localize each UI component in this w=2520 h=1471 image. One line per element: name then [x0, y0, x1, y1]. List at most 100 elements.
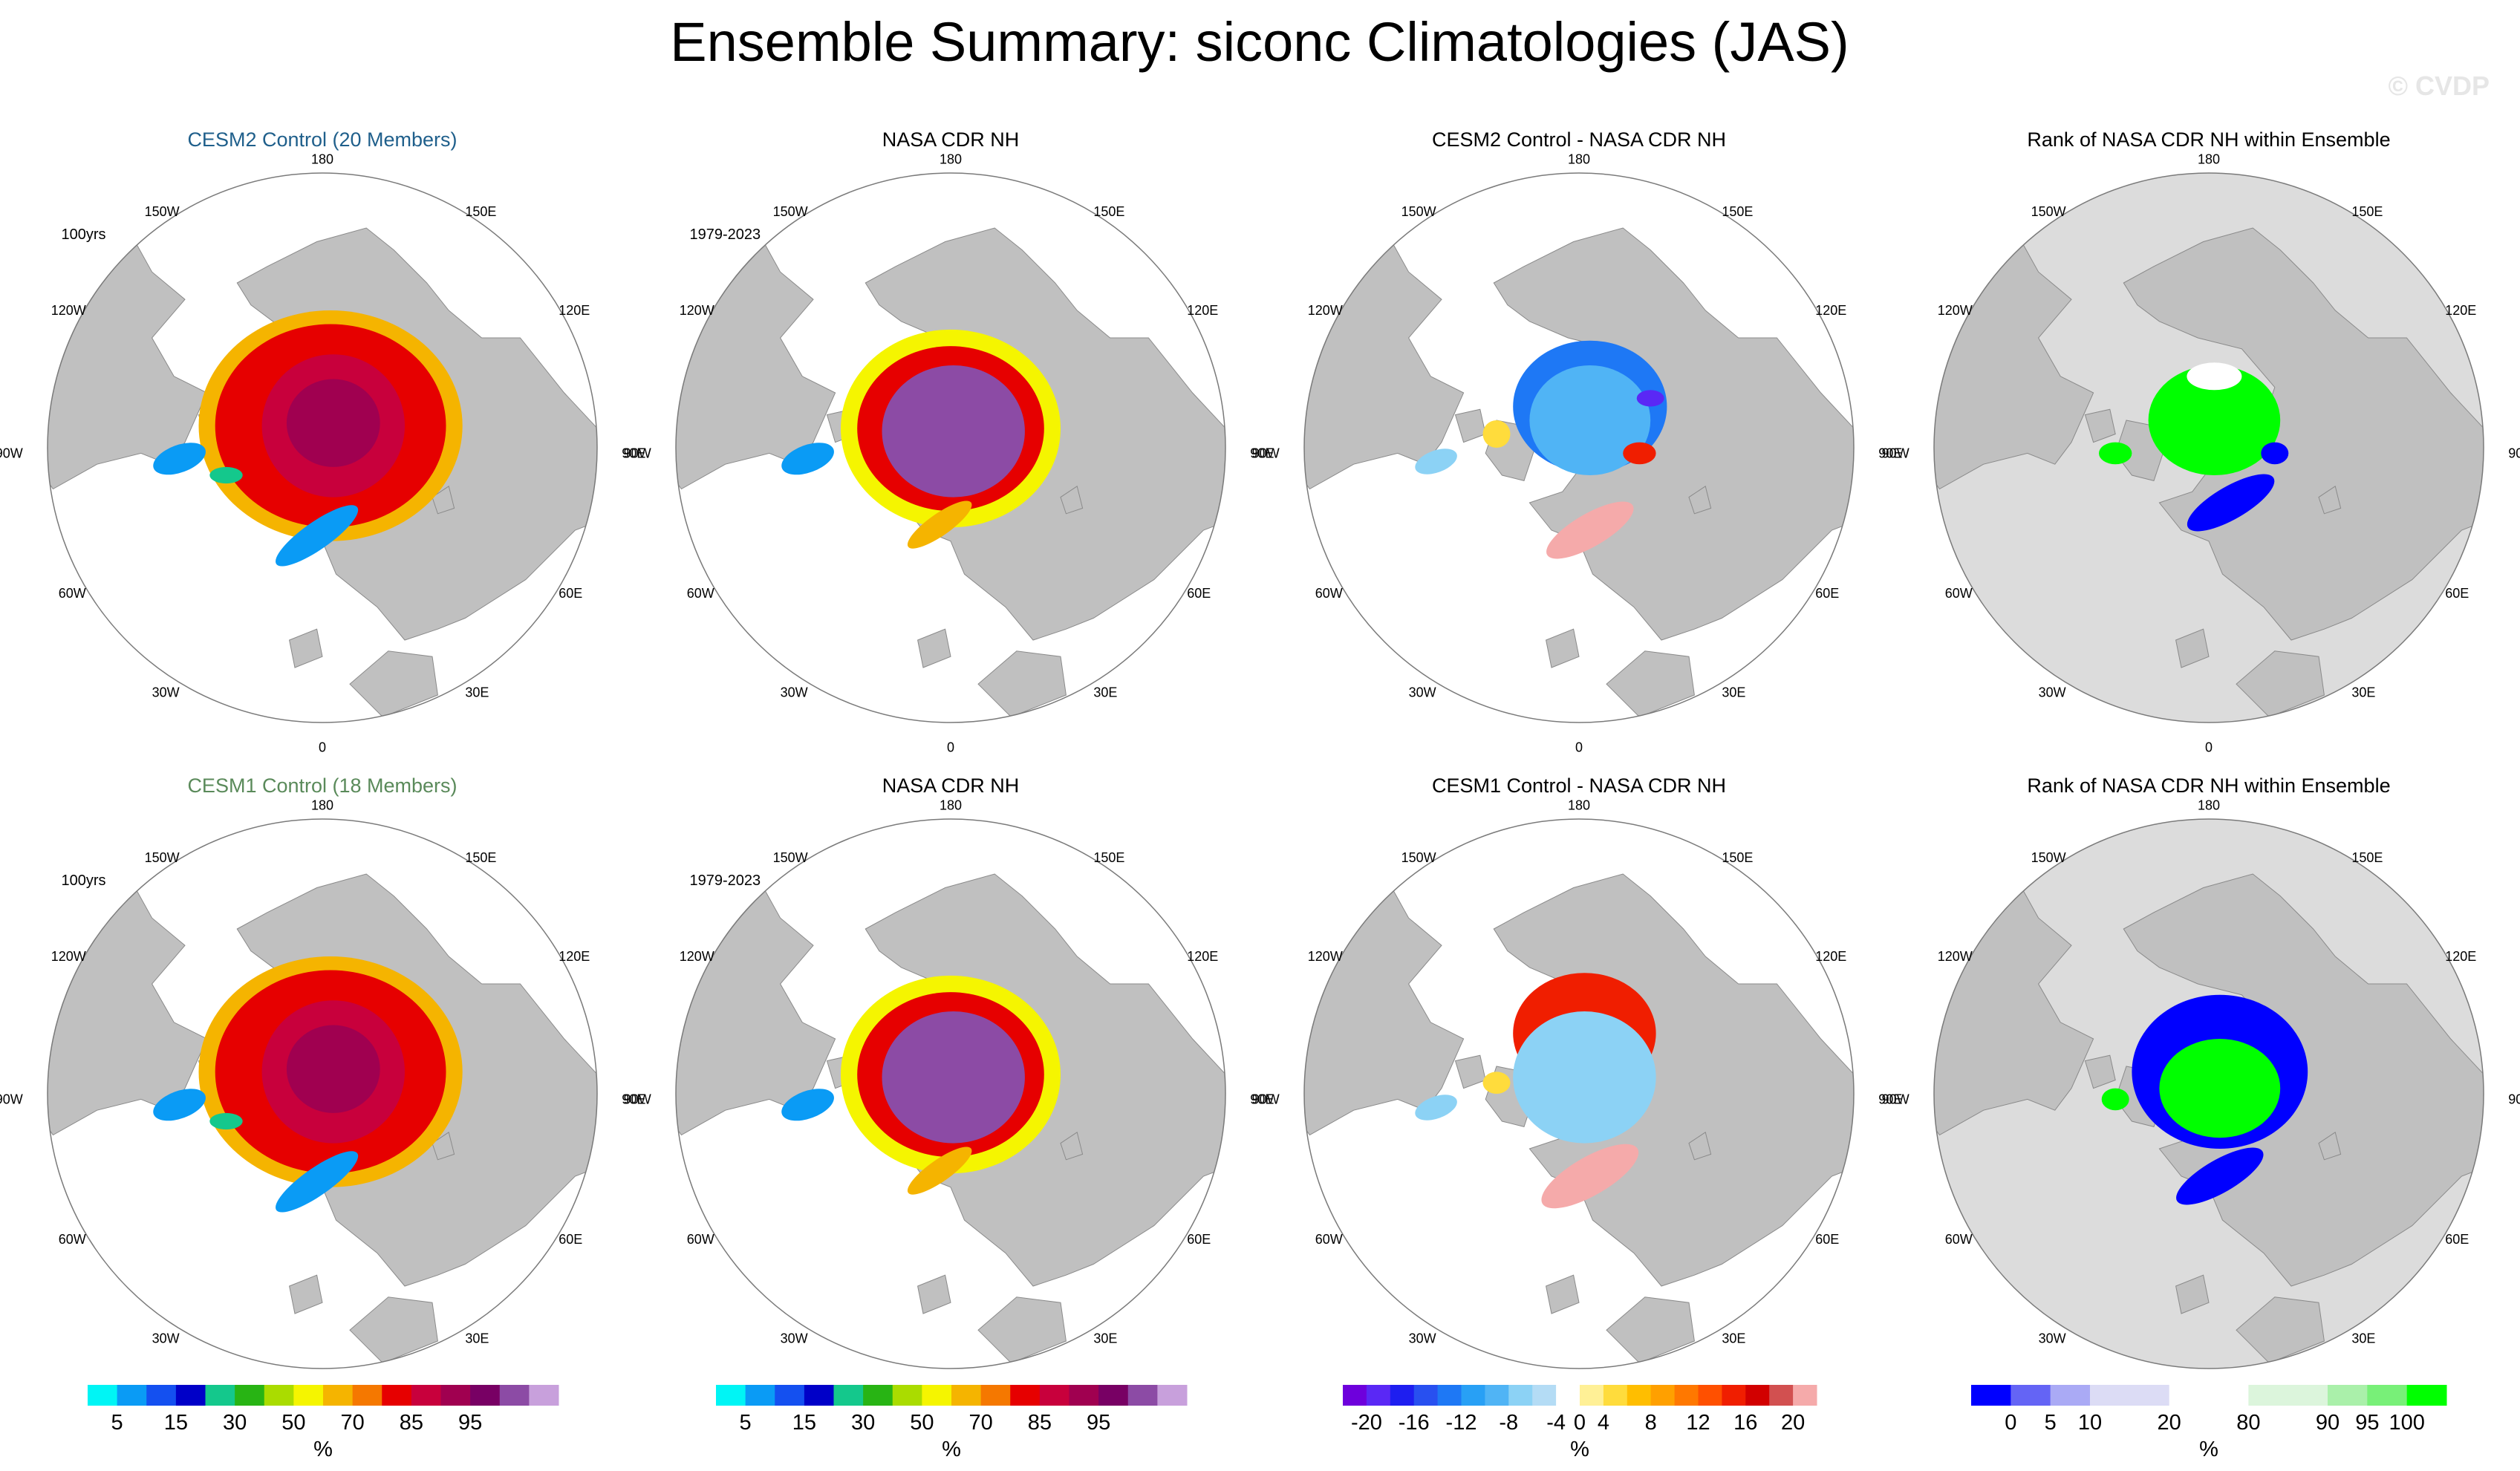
- colorbar-tick-label: 8: [1645, 1411, 1657, 1435]
- ice-field-cell: [286, 1025, 380, 1113]
- longitude-label: 30W: [152, 685, 180, 699]
- longitude-label: 150E: [465, 204, 496, 219]
- colorbar-swatch: [499, 1385, 530, 1406]
- longitude-label: 90W: [0, 446, 23, 460]
- longitude-label: 150W: [773, 850, 808, 865]
- longitude-label: 120W: [1308, 303, 1343, 318]
- colorbar-tick-label: 95: [1087, 1411, 1110, 1435]
- ice-field-cell: [882, 365, 1025, 498]
- colorbar-swatch: [1390, 1385, 1415, 1406]
- colorbar-swatch: [117, 1385, 147, 1406]
- colorbar-swatch: [1745, 1385, 1770, 1406]
- longitude-label: 60E: [1815, 1232, 1839, 1247]
- period-label: 1979-2023: [690, 226, 761, 243]
- longitude-label: 60W: [59, 586, 86, 601]
- ice-field-cell: [1541, 1144, 1639, 1209]
- longitude-label: 180: [311, 152, 333, 167]
- colorbar-swatch: [2129, 1385, 2170, 1406]
- longitude-label: 30E: [1093, 1331, 1117, 1346]
- land-mass: [349, 1296, 438, 1364]
- map-content: [1304, 173, 1854, 718]
- ice-field-cell: [153, 1089, 206, 1121]
- longitude-label: 90E: [622, 1092, 645, 1106]
- colorbar-swatch: [922, 1385, 952, 1406]
- colorbar-tick-label: -16: [1399, 1411, 1430, 1435]
- longitude-label: 120E: [2445, 303, 2476, 318]
- longitude-label: 30W: [781, 685, 808, 699]
- longitude-label: 0: [319, 740, 326, 754]
- colorbar-swatch: [1769, 1385, 1794, 1406]
- colorbar-swatch: [804, 1385, 834, 1406]
- map-panel-6: NASA CDR NH1979-2023180090W90E150W120W15…: [624, 774, 1274, 1400]
- colorbar-tick-label: 100: [2389, 1411, 2424, 1435]
- colorbar-swatch: [1532, 1385, 1557, 1406]
- colorbar-swatch: [2328, 1385, 2368, 1406]
- longitude-label: 30E: [2351, 685, 2375, 699]
- colorbar-swatch: [146, 1385, 177, 1406]
- colorbar-swatch: [1698, 1385, 1722, 1406]
- longitude-label: 90W: [0, 1092, 23, 1106]
- colorbar-swatch: [951, 1385, 982, 1406]
- colorbar-tick-label: 70: [968, 1411, 992, 1435]
- longitude-label: 120E: [2445, 949, 2476, 964]
- colorbar-swatch: [175, 1385, 206, 1406]
- longitude-label: 90W: [624, 446, 651, 460]
- longitude-label: 150W: [773, 204, 808, 219]
- colorbar-tick-label: -12: [1446, 1411, 1477, 1435]
- land-mass: [977, 650, 1067, 718]
- ice-field-cell: [2187, 362, 2242, 391]
- colorbar-tick-label: 80: [2236, 1411, 2260, 1435]
- ice-field-cell: [1415, 449, 1457, 474]
- colorbar-tick-label: 5: [111, 1411, 123, 1435]
- colorbar-swatch: [470, 1385, 501, 1406]
- colorbar-swatch: [863, 1385, 893, 1406]
- colorbar-swatch: [382, 1385, 412, 1406]
- map-boundary: [675, 818, 1226, 1369]
- longitude-label: 60E: [559, 1232, 582, 1247]
- ice-field-cell: [2176, 1147, 2264, 1205]
- colorbar-swatch: [1485, 1385, 1509, 1406]
- colorbar-tick-label: 20: [1781, 1411, 1805, 1435]
- panels-layer: CESM2 Control (20 Members)100yrs180090W9…: [0, 128, 2520, 1400]
- longitude-label: 30E: [1722, 1331, 1745, 1346]
- figure-title: Ensemble Summary: siconc Climatologies (…: [670, 11, 1849, 73]
- longitude-label: 60W: [687, 1232, 714, 1247]
- land-mass: [1060, 485, 1084, 515]
- colorbar-swatch: [323, 1385, 354, 1406]
- longitude-label: 120E: [1187, 303, 1218, 318]
- colorbar-tick-label: 0: [2005, 1411, 2016, 1435]
- longitude-label: 120E: [1187, 949, 1218, 964]
- panel-title: NASA CDR NH: [882, 128, 1020, 151]
- colorbar-swatch: [1603, 1385, 1628, 1406]
- colorbar-swatch: [1069, 1385, 1099, 1406]
- longitude-label: 60W: [1945, 1232, 1973, 1247]
- colorbar-tick-label: 95: [2355, 1411, 2379, 1435]
- ice-field-cell: [286, 379, 380, 467]
- colorbar-swatch: [352, 1385, 382, 1406]
- longitude-label: 90W: [1252, 446, 1280, 460]
- longitude-label: 120E: [1815, 303, 1846, 318]
- longitude-label: 30W: [1409, 685, 1436, 699]
- map-panel-7: CESM1 Control - NASA CDR NH180090W90E150…: [1252, 774, 1903, 1400]
- colorbar-swatch: [1366, 1385, 1391, 1406]
- longitude-label: 30W: [781, 1331, 808, 1346]
- colorbar-swatch: [2288, 1385, 2328, 1406]
- ice-field-cell: [1636, 390, 1664, 407]
- colorbar-swatch: [1674, 1385, 1699, 1406]
- longitude-label: 120E: [559, 949, 590, 964]
- colorbar-swatch: [745, 1385, 775, 1406]
- longitude-label: 120E: [559, 303, 590, 318]
- colorbar-tick-label: 15: [792, 1411, 816, 1435]
- longitude-label: 180: [940, 798, 962, 813]
- longitude-label: 90W: [1882, 1092, 1909, 1106]
- land-mass: [1606, 650, 1695, 718]
- map-panel-8: Rank of NASA CDR NH within Ensemble18009…: [1882, 774, 2520, 1400]
- colorbar-tick-label: 0: [1574, 1411, 1586, 1435]
- land-mass: [1060, 1131, 1084, 1161]
- longitude-label: 150E: [1093, 850, 1124, 865]
- longitude-label: 150E: [1722, 204, 1753, 219]
- longitude-label: 30W: [1409, 1331, 1436, 1346]
- ice-field-cell: [2101, 1088, 2129, 1111]
- longitude-label: 60W: [687, 586, 714, 601]
